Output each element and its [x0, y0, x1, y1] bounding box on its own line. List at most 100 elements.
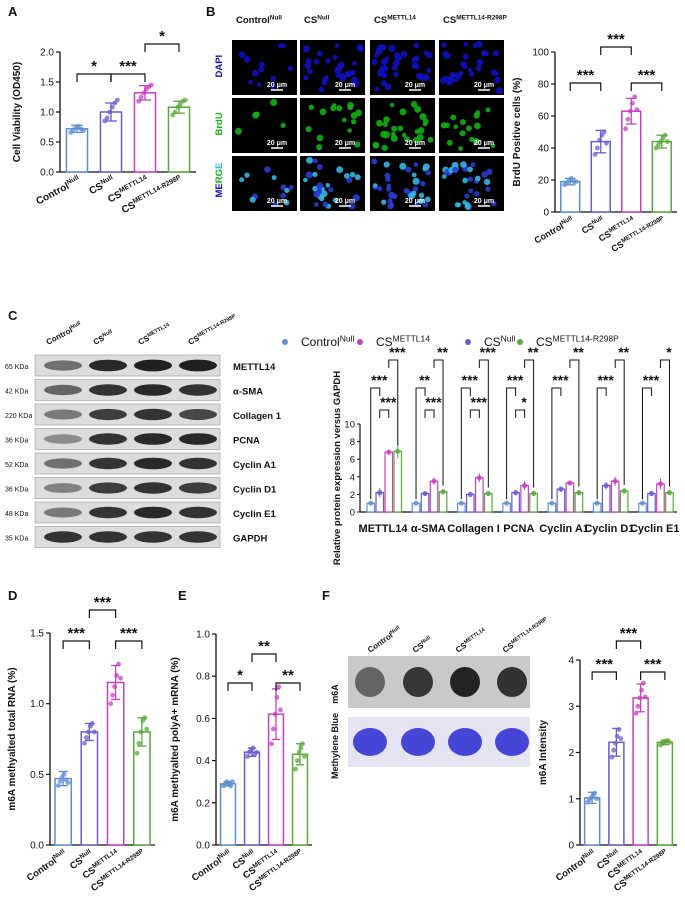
cell-nucleus	[374, 86, 380, 92]
bar	[474, 477, 484, 513]
cell-nucleus	[439, 76, 447, 84]
cell-nucleus	[467, 176, 474, 182]
y-tick-label: 1.0	[40, 108, 54, 119]
data-point	[386, 449, 392, 455]
y-tick-label: 10	[344, 420, 355, 431]
scale-text: 20 μm	[474, 198, 494, 205]
data-point	[114, 673, 120, 678]
data-point	[576, 490, 582, 496]
x-tick-label-sup: Null	[605, 848, 619, 861]
cell-nucleus	[450, 114, 457, 121]
data-point	[245, 753, 250, 759]
blot-band	[134, 384, 172, 396]
data-point	[114, 97, 120, 103]
column-header-sup: METTL14	[387, 14, 416, 21]
dot-blot-spot	[403, 667, 433, 697]
cell-nucleus	[405, 166, 412, 173]
cell-nucleus	[475, 40, 483, 48]
data-point	[85, 729, 91, 735]
blot-strip	[34, 477, 221, 499]
scale-text: 20 μm	[405, 140, 425, 147]
legend-label-sup: Null	[340, 334, 355, 344]
data-point	[142, 715, 148, 721]
cell-nucleus	[458, 146, 463, 151]
data-point	[57, 779, 63, 784]
cell-nucleus	[371, 158, 378, 165]
cell-nucleus	[395, 54, 402, 62]
cell-nucleus	[351, 60, 357, 66]
cell-nucleus	[417, 127, 425, 134]
significance-label: **	[419, 372, 430, 388]
cell-nucleus	[345, 71, 351, 77]
cell-nucleus	[492, 50, 499, 57]
data-point	[633, 710, 639, 716]
cell-nucleus	[305, 58, 312, 65]
cell-nucleus	[397, 125, 404, 132]
cell-nucleus	[270, 98, 278, 106]
y-tick-label: 60	[538, 112, 550, 123]
significance-label: ***	[643, 372, 660, 388]
cell-nucleus	[316, 144, 323, 151]
data-point	[616, 726, 622, 732]
y-tick-label: 0	[568, 841, 574, 852]
cell-nucleus	[341, 117, 347, 123]
cell-nucleus	[388, 44, 396, 52]
cell-nucleus	[426, 51, 433, 59]
blot-header: CSNull	[92, 329, 116, 347]
cell-nucleus	[288, 185, 294, 190]
dot-blot-row-label: m6A	[330, 684, 340, 704]
bar	[219, 783, 237, 846]
blot-header: ControlNull	[45, 320, 84, 346]
cell-nucleus	[404, 136, 410, 143]
bar	[529, 492, 538, 513]
cell-nucleus	[414, 105, 422, 113]
data-point	[621, 488, 627, 494]
cell-nucleus	[382, 131, 391, 139]
significance-label: *	[91, 58, 97, 75]
cell-nucleus	[312, 185, 319, 192]
cell-nucleus	[238, 51, 246, 58]
x-tick-label-sup: Null	[100, 174, 115, 186]
data-point	[612, 478, 618, 484]
data-point	[177, 102, 183, 108]
data-point	[278, 707, 283, 713]
cell-nucleus	[318, 86, 325, 93]
data-point	[665, 139, 670, 145]
cell-nucleus	[356, 43, 364, 51]
data-point	[254, 749, 259, 755]
data-point	[110, 692, 116, 698]
blot-band	[134, 482, 172, 494]
bar	[438, 491, 448, 513]
bar	[647, 492, 656, 513]
data-point	[635, 703, 641, 709]
significance-bracket	[596, 387, 607, 500]
cell-nucleus	[491, 200, 497, 207]
cell-nucleus	[422, 201, 429, 208]
data-point	[91, 729, 97, 735]
y-tick-label: 0.0	[30, 841, 44, 852]
dot-blot-spot	[497, 667, 527, 697]
cell-nucleus	[303, 177, 308, 183]
blot-header: CSMETTL14-R298P	[187, 313, 239, 346]
data-point	[182, 97, 188, 103]
blot-band	[44, 531, 82, 543]
data-point	[109, 104, 115, 110]
micrograph	[232, 40, 297, 95]
data-point	[592, 790, 598, 796]
legend-label: ControlNull	[301, 334, 354, 350]
cell-nucleus	[459, 119, 466, 126]
cell-nucleus	[383, 161, 390, 168]
blot-strip	[34, 403, 221, 426]
blot-band	[89, 531, 127, 543]
blot-kda-label: 48 KDa	[5, 511, 28, 518]
blot-kda-label: 36 KDa	[5, 438, 28, 445]
significance-label: *	[159, 28, 165, 45]
cell-nucleus	[441, 174, 447, 179]
cell-nucleus	[467, 67, 473, 73]
legend-label: CSMETTL14-R298P	[536, 334, 619, 350]
significance-label: **	[573, 344, 584, 360]
cell-nucleus	[316, 134, 324, 142]
y-tick-label: 0.5	[40, 138, 54, 149]
blot-band	[179, 482, 217, 494]
